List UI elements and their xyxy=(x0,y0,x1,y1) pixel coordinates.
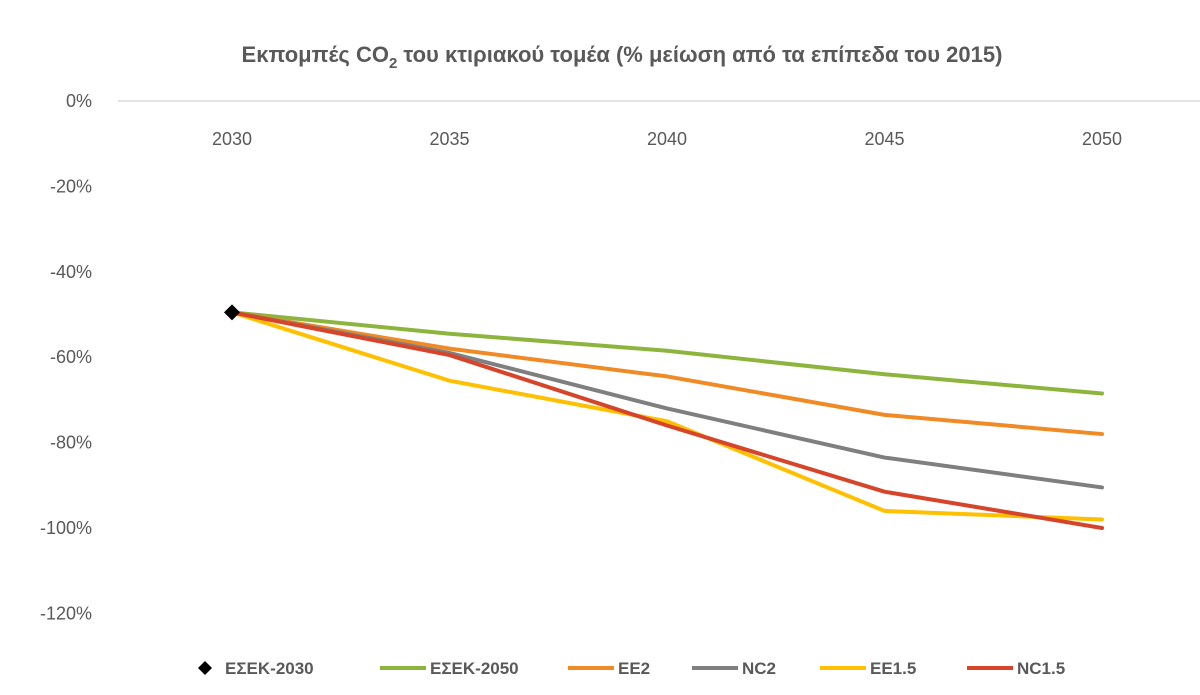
x-tick-label: 2035 xyxy=(429,129,469,149)
series-markers xyxy=(224,304,240,321)
legend: ΕΣΕΚ-2030 ΕΣΕΚ-2050 EE2 NC2 EE1.5 NC1.5 xyxy=(198,659,1065,678)
y-tick-label: 0% xyxy=(66,91,92,111)
chart-title-subscript: 2 xyxy=(389,55,397,72)
y-tick-label: -100% xyxy=(40,518,92,538)
legend-label-nc1-5: NC1.5 xyxy=(1017,659,1065,678)
series-line-εσεκ-2050 xyxy=(230,310,1104,396)
series-line-ee1-5 xyxy=(230,310,1104,522)
y-tick-label: -60% xyxy=(50,347,92,367)
legend-label-ee2: EE2 xyxy=(618,659,650,678)
y-tick-label: -80% xyxy=(50,433,92,453)
x-tick-label: 2040 xyxy=(647,129,687,149)
legend-label-ee1-5: EE1.5 xyxy=(870,659,916,678)
legend-label-nc2: NC2 xyxy=(742,659,776,678)
x-tick-label: 2050 xyxy=(1082,129,1122,149)
chart-title-main: Εκπομπές CO xyxy=(242,42,389,67)
legend-label-εσεκ-2050: ΕΣΕΚ-2050 xyxy=(430,659,519,678)
series-line-ee2 xyxy=(230,310,1104,437)
y-tick-label: -20% xyxy=(50,176,92,196)
legend-marker-εσεκ-2030 xyxy=(198,661,212,675)
series-line-nc1-5 xyxy=(230,310,1104,530)
series-lines xyxy=(230,310,1104,530)
legend-label-εσεκ-2030: ΕΣΕΚ-2030 xyxy=(225,659,314,678)
series-marker-εσεκ-2030 xyxy=(224,304,240,321)
y-tick-label: -120% xyxy=(40,603,92,623)
x-tick-label: 2045 xyxy=(864,129,904,149)
x-tick-label: 2030 xyxy=(212,129,252,149)
y-tick-label: -40% xyxy=(50,262,92,282)
chart-title-rest: του κτιριακού τομέα (% μείωση από τα επί… xyxy=(397,42,1002,67)
chart-title: Εκπομπές CO2 του κτιριακού τομέα (% μείω… xyxy=(242,42,1003,72)
axes: 0% -20% -40% -60% -80% -100% -120% 2030 2035 2040… xyxy=(40,91,1200,623)
